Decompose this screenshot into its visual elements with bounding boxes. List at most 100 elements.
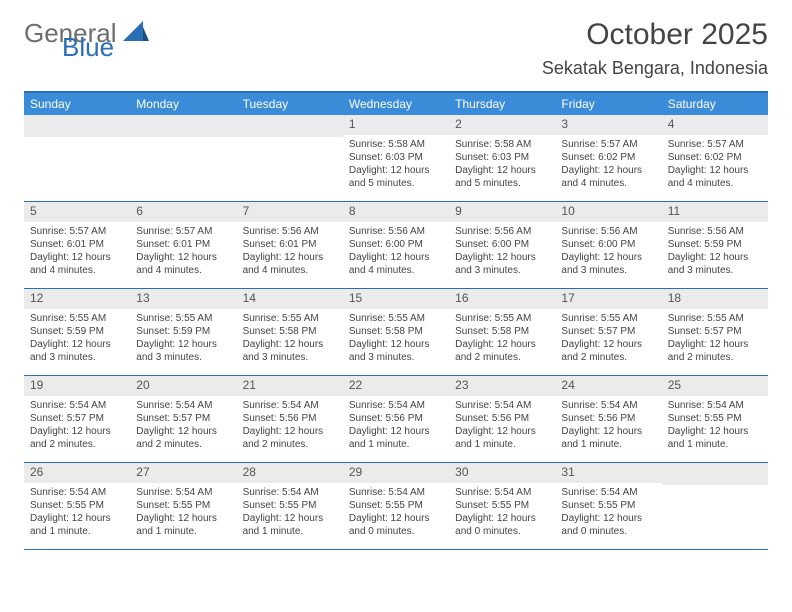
sunrise-line: Sunrise: 5:55 AM [243, 312, 337, 325]
sunrise-line: Sunrise: 5:54 AM [455, 399, 549, 412]
day-body: Sunrise: 5:55 AMSunset: 5:59 PMDaylight:… [24, 309, 130, 368]
day-cell: 1Sunrise: 5:58 AMSunset: 6:03 PMDaylight… [343, 115, 449, 201]
sunset-line: Sunset: 5:57 PM [30, 412, 124, 425]
daylight-line: Daylight: 12 hours and 3 minutes. [30, 338, 124, 364]
day-body: Sunrise: 5:54 AMSunset: 5:56 PMDaylight:… [555, 396, 661, 455]
daylight-line: Daylight: 12 hours and 4 minutes. [243, 251, 337, 277]
day-cell: 28Sunrise: 5:54 AMSunset: 5:55 PMDayligh… [237, 463, 343, 549]
sunrise-line: Sunrise: 5:54 AM [136, 399, 230, 412]
day-cell: 30Sunrise: 5:54 AMSunset: 5:55 PMDayligh… [449, 463, 555, 549]
sunrise-line: Sunrise: 5:55 AM [349, 312, 443, 325]
day-number [662, 463, 768, 485]
day-cell [237, 115, 343, 201]
day-body: Sunrise: 5:54 AMSunset: 5:55 PMDaylight:… [343, 483, 449, 542]
day-body: Sunrise: 5:54 AMSunset: 5:55 PMDaylight:… [662, 396, 768, 455]
day-number [237, 115, 343, 137]
sunset-line: Sunset: 5:59 PM [30, 325, 124, 338]
sunset-line: Sunset: 6:01 PM [30, 238, 124, 251]
day-body: Sunrise: 5:57 AMSunset: 6:02 PMDaylight:… [662, 135, 768, 194]
sunset-line: Sunset: 5:55 PM [243, 499, 337, 512]
day-body: Sunrise: 5:58 AMSunset: 6:03 PMDaylight:… [449, 135, 555, 194]
page: General Blue October 2025 Sekatak Bengar… [0, 0, 792, 550]
day-cell [130, 115, 236, 201]
title-block: October 2025 Sekatak Bengara, Indonesia [542, 18, 768, 79]
logo: General Blue [24, 18, 151, 49]
weekday-label: Friday [555, 93, 661, 115]
sunrise-line: Sunrise: 5:57 AM [136, 225, 230, 238]
daylight-line: Daylight: 12 hours and 3 minutes. [243, 338, 337, 364]
day-number: 25 [662, 376, 768, 396]
sunrise-line: Sunrise: 5:55 AM [668, 312, 762, 325]
sunset-line: Sunset: 5:56 PM [349, 412, 443, 425]
day-body: Sunrise: 5:55 AMSunset: 5:58 PMDaylight:… [449, 309, 555, 368]
sunset-line: Sunset: 5:58 PM [455, 325, 549, 338]
day-cell: 26Sunrise: 5:54 AMSunset: 5:55 PMDayligh… [24, 463, 130, 549]
day-body: Sunrise: 5:54 AMSunset: 5:55 PMDaylight:… [449, 483, 555, 542]
day-cell: 12Sunrise: 5:55 AMSunset: 5:59 PMDayligh… [24, 289, 130, 375]
sunrise-line: Sunrise: 5:54 AM [243, 486, 337, 499]
week-row: 19Sunrise: 5:54 AMSunset: 5:57 PMDayligh… [24, 376, 768, 463]
day-cell: 27Sunrise: 5:54 AMSunset: 5:55 PMDayligh… [130, 463, 236, 549]
sunrise-line: Sunrise: 5:58 AM [349, 138, 443, 151]
day-number: 26 [24, 463, 130, 483]
sunset-line: Sunset: 5:59 PM [668, 238, 762, 251]
daylight-line: Daylight: 12 hours and 1 minute. [349, 425, 443, 451]
calendar: SundayMondayTuesdayWednesdayThursdayFrid… [24, 91, 768, 550]
day-number: 10 [555, 202, 661, 222]
day-cell: 2Sunrise: 5:58 AMSunset: 6:03 PMDaylight… [449, 115, 555, 201]
sunset-line: Sunset: 6:02 PM [668, 151, 762, 164]
sunrise-line: Sunrise: 5:58 AM [455, 138, 549, 151]
day-cell: 14Sunrise: 5:55 AMSunset: 5:58 PMDayligh… [237, 289, 343, 375]
day-body: Sunrise: 5:56 AMSunset: 6:01 PMDaylight:… [237, 222, 343, 281]
sunrise-line: Sunrise: 5:56 AM [455, 225, 549, 238]
sunrise-line: Sunrise: 5:55 AM [30, 312, 124, 325]
daylight-line: Daylight: 12 hours and 2 minutes. [243, 425, 337, 451]
daylight-line: Daylight: 12 hours and 3 minutes. [561, 251, 655, 277]
day-number [24, 115, 130, 137]
daylight-line: Daylight: 12 hours and 0 minutes. [455, 512, 549, 538]
daylight-line: Daylight: 12 hours and 3 minutes. [136, 338, 230, 364]
day-number: 23 [449, 376, 555, 396]
daylight-line: Daylight: 12 hours and 4 minutes. [561, 164, 655, 190]
triangle-icon [123, 21, 149, 46]
day-body: Sunrise: 5:56 AMSunset: 5:59 PMDaylight:… [662, 222, 768, 281]
day-number: 2 [449, 115, 555, 135]
sunrise-line: Sunrise: 5:54 AM [243, 399, 337, 412]
daylight-line: Daylight: 12 hours and 4 minutes. [349, 251, 443, 277]
sunrise-line: Sunrise: 5:57 AM [561, 138, 655, 151]
day-number: 8 [343, 202, 449, 222]
week-row: 1Sunrise: 5:58 AMSunset: 6:03 PMDaylight… [24, 115, 768, 202]
day-body: Sunrise: 5:54 AMSunset: 5:55 PMDaylight:… [237, 483, 343, 542]
sunset-line: Sunset: 5:55 PM [668, 412, 762, 425]
daylight-line: Daylight: 12 hours and 2 minutes. [30, 425, 124, 451]
day-number: 17 [555, 289, 661, 309]
weekday-label: Sunday [24, 93, 130, 115]
sunset-line: Sunset: 5:57 PM [668, 325, 762, 338]
sunset-line: Sunset: 5:55 PM [455, 499, 549, 512]
daylight-line: Daylight: 12 hours and 2 minutes. [136, 425, 230, 451]
sunrise-line: Sunrise: 5:55 AM [561, 312, 655, 325]
day-cell: 31Sunrise: 5:54 AMSunset: 5:55 PMDayligh… [555, 463, 661, 549]
day-body: Sunrise: 5:55 AMSunset: 5:57 PMDaylight:… [555, 309, 661, 368]
day-body: Sunrise: 5:58 AMSunset: 6:03 PMDaylight:… [343, 135, 449, 194]
day-cell: 24Sunrise: 5:54 AMSunset: 5:56 PMDayligh… [555, 376, 661, 462]
day-body: Sunrise: 5:55 AMSunset: 5:58 PMDaylight:… [343, 309, 449, 368]
day-cell: 13Sunrise: 5:55 AMSunset: 5:59 PMDayligh… [130, 289, 236, 375]
week-row: 5Sunrise: 5:57 AMSunset: 6:01 PMDaylight… [24, 202, 768, 289]
sunset-line: Sunset: 6:02 PM [561, 151, 655, 164]
sunset-line: Sunset: 5:57 PM [561, 325, 655, 338]
day-body: Sunrise: 5:54 AMSunset: 5:57 PMDaylight:… [24, 396, 130, 455]
day-cell: 5Sunrise: 5:57 AMSunset: 6:01 PMDaylight… [24, 202, 130, 288]
daylight-line: Daylight: 12 hours and 4 minutes. [30, 251, 124, 277]
day-number: 22 [343, 376, 449, 396]
daylight-line: Daylight: 12 hours and 0 minutes. [561, 512, 655, 538]
day-cell: 23Sunrise: 5:54 AMSunset: 5:56 PMDayligh… [449, 376, 555, 462]
day-cell: 25Sunrise: 5:54 AMSunset: 5:55 PMDayligh… [662, 376, 768, 462]
weekday-label: Wednesday [343, 93, 449, 115]
day-cell: 15Sunrise: 5:55 AMSunset: 5:58 PMDayligh… [343, 289, 449, 375]
day-number: 1 [343, 115, 449, 135]
day-number: 14 [237, 289, 343, 309]
day-body: Sunrise: 5:54 AMSunset: 5:56 PMDaylight:… [449, 396, 555, 455]
daylight-line: Daylight: 12 hours and 1 minute. [561, 425, 655, 451]
sunset-line: Sunset: 6:03 PM [455, 151, 549, 164]
